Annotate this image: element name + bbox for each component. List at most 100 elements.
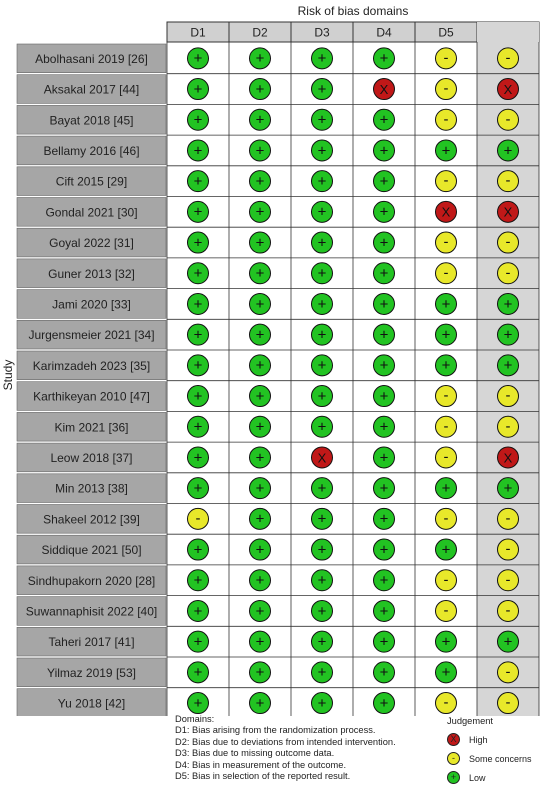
domains-legend-title: Domains:	[175, 714, 215, 724]
judgement-dot-low	[311, 599, 333, 622]
judgement-symbol: +	[380, 388, 389, 405]
study-label: Taheri 2017 [41]	[48, 635, 134, 649]
judgement-symbol: -	[506, 694, 511, 711]
study-label-box	[16, 412, 167, 442]
judgement-symbol: +	[194, 142, 203, 159]
judgement-dot-low	[435, 292, 457, 315]
judgement-dot-high	[497, 446, 519, 469]
study-label-box	[16, 381, 167, 411]
judgement-dot-low	[187, 262, 209, 285]
judgement-symbol: +	[194, 572, 203, 589]
judgement-dot-low	[187, 139, 209, 162]
judgement-symbol: -	[196, 510, 201, 527]
judgement-symbol: +	[256, 664, 265, 681]
judgement-dot-low	[187, 538, 209, 561]
judgement-dot-low	[435, 354, 457, 377]
judgement-dot-low	[373, 292, 395, 315]
judgement-item-low: + Low	[447, 768, 547, 787]
judgement-symbol: -	[444, 49, 449, 66]
judgement-symbol: -	[444, 602, 449, 619]
judgement-dot-low	[187, 323, 209, 346]
judgement-symbol: +	[256, 50, 265, 67]
study-rows: Abolhasani 2019 [26] + + + + - - Aksakal 2017 […	[16, 22, 540, 716]
study-label: Jami 2020 [33]	[52, 297, 131, 311]
judgement-dot-low	[249, 692, 271, 715]
judgement-symbol: +	[380, 633, 389, 650]
some-concerns-icon: -	[447, 752, 460, 765]
risk-of-bias-chart: Risk of bias domains Study D1D2D3D4D5Ove…	[1, 4, 540, 716]
judgement-dot-some	[497, 538, 519, 561]
judgement-symbol: +	[318, 664, 327, 681]
judgement-dot-low	[435, 630, 457, 653]
judgement-dot-low	[311, 170, 333, 193]
judgement-dot-low	[497, 354, 519, 377]
judgement-dot-some	[497, 692, 519, 715]
domains-legend: Domains: D1: Bias arising from the rando…	[175, 714, 396, 782]
study-label-box	[16, 657, 167, 688]
judgement-dot-low	[373, 661, 395, 684]
judgement-symbol: +	[442, 541, 451, 558]
judgement-dot-low	[249, 108, 271, 131]
judgement-dot-some	[435, 385, 457, 408]
study-label-box	[16, 442, 167, 473]
judgement-symbol: +	[318, 81, 327, 98]
column-header-d3: D3	[314, 26, 330, 40]
judgement-symbol: +	[318, 572, 327, 589]
judgement-dot-low	[249, 569, 271, 592]
study-label-box	[16, 626, 167, 657]
judgement-dot-low	[249, 200, 271, 223]
judgement-dot-low	[249, 599, 271, 622]
judgement-symbol: +	[194, 357, 203, 374]
judgement-dot-low	[435, 323, 457, 346]
judgement-symbol: -	[506, 418, 511, 435]
judgement-symbol: -	[444, 448, 449, 465]
study-label: Kim 2021 [36]	[54, 420, 128, 434]
judgement-dot-low	[311, 385, 333, 408]
judgement-symbol: +	[256, 142, 265, 159]
judgement-dot-low	[187, 415, 209, 438]
judgement-symbol: +	[194, 265, 203, 282]
judgement-dot-some	[497, 569, 519, 592]
judgement-symbol: +	[442, 664, 451, 681]
judgement-symbol: +	[256, 572, 265, 589]
study-label: Min 2013 [38]	[55, 482, 128, 496]
judgement-dot-low	[187, 200, 209, 223]
judgement-symbol: +	[442, 633, 451, 650]
study-label-box	[16, 197, 167, 227]
judgement-dot-low	[249, 354, 271, 377]
judgement-symbol: +	[380, 695, 389, 712]
judgement-dot-low	[311, 692, 333, 715]
judgement-dot-low	[187, 692, 209, 715]
column-header-d2: D2	[252, 26, 268, 40]
judgement-symbol: +	[318, 112, 327, 129]
judgement-dot-low	[311, 477, 333, 500]
study-label: Sindhupakorn 2020 [28]	[28, 574, 155, 588]
judgement-dot-low	[373, 630, 395, 653]
column-header-d4: D4	[376, 26, 392, 40]
judgement-symbol: +	[256, 234, 265, 251]
judgement-symbol: +	[380, 265, 389, 282]
judgement-dot-low	[187, 354, 209, 377]
judgement-dot-low	[187, 292, 209, 315]
judgement-legend-title: Judgement	[447, 716, 493, 726]
judgement-symbol: +	[256, 511, 265, 528]
judgement-symbol: +	[318, 511, 327, 528]
judgement-dot-low	[373, 47, 395, 70]
judgement-dot-low	[249, 170, 271, 193]
judgement-symbol: +	[194, 449, 203, 466]
judgement-dot-low	[249, 661, 271, 684]
study-label-box	[16, 135, 167, 166]
study-label-box	[16, 350, 167, 381]
study-label: Cift 2015 [29]	[56, 175, 127, 189]
judgement-symbol: +	[256, 204, 265, 221]
judgement-symbol: -	[506, 663, 511, 680]
judgement-dot-low	[249, 630, 271, 653]
study-label: Aksakal 2017 [44]	[44, 83, 139, 97]
judgement-dot-low	[249, 139, 271, 162]
judgement-symbol: +	[318, 234, 327, 251]
column-header-d5: D5	[438, 26, 454, 40]
judgement-symbol: +	[194, 664, 203, 681]
judgement-dot-low	[187, 108, 209, 131]
low-risk-icon: +	[447, 771, 460, 784]
judgement-symbol: +	[318, 603, 327, 620]
